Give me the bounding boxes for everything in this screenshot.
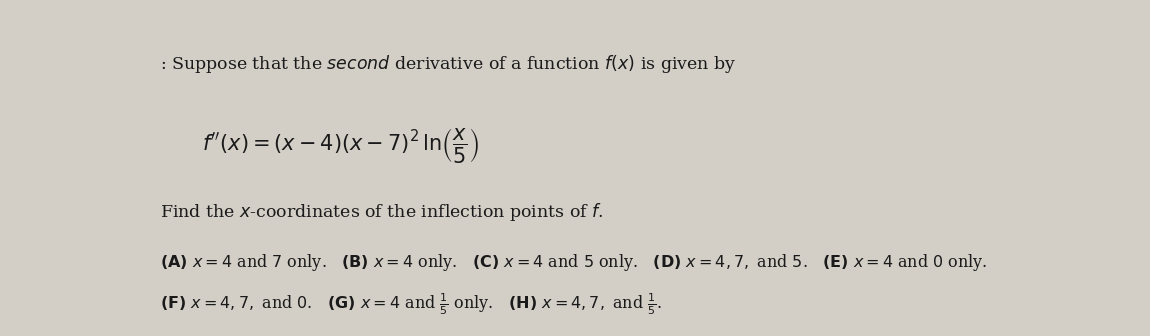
Text: $f''(x) = (x-4)(x-7)^2\,\ln\!\left(\dfrac{x}{5}\right)$: $f''(x) = (x-4)(x-7)^2\,\ln\!\left(\dfra… bbox=[201, 126, 478, 165]
Text: $\mathbf{(F)}$ $x = 4, 7,$ and $0$.   $\mathbf{(G)}$ $x = 4$ and $\frac{1}{5}$ o: $\mathbf{(F)}$ $x = 4, 7,$ and $0$. $\ma… bbox=[160, 291, 662, 317]
Text: Find the $x$-coordinates of the inflection points of $f$.: Find the $x$-coordinates of the inflecti… bbox=[160, 201, 604, 223]
Text: $\mathbf{(A)}$ $x = 4$ and $7$ only.   $\mathbf{(B)}$ $x = 4$ only.   $\mathbf{(: $\mathbf{(A)}$ $x = 4$ and $7$ only. $\m… bbox=[160, 252, 988, 274]
Text: : Suppose that the $\it{second}$ derivative of a function $f(x)$ is given by: : Suppose that the $\it{second}$ derivat… bbox=[160, 53, 736, 75]
